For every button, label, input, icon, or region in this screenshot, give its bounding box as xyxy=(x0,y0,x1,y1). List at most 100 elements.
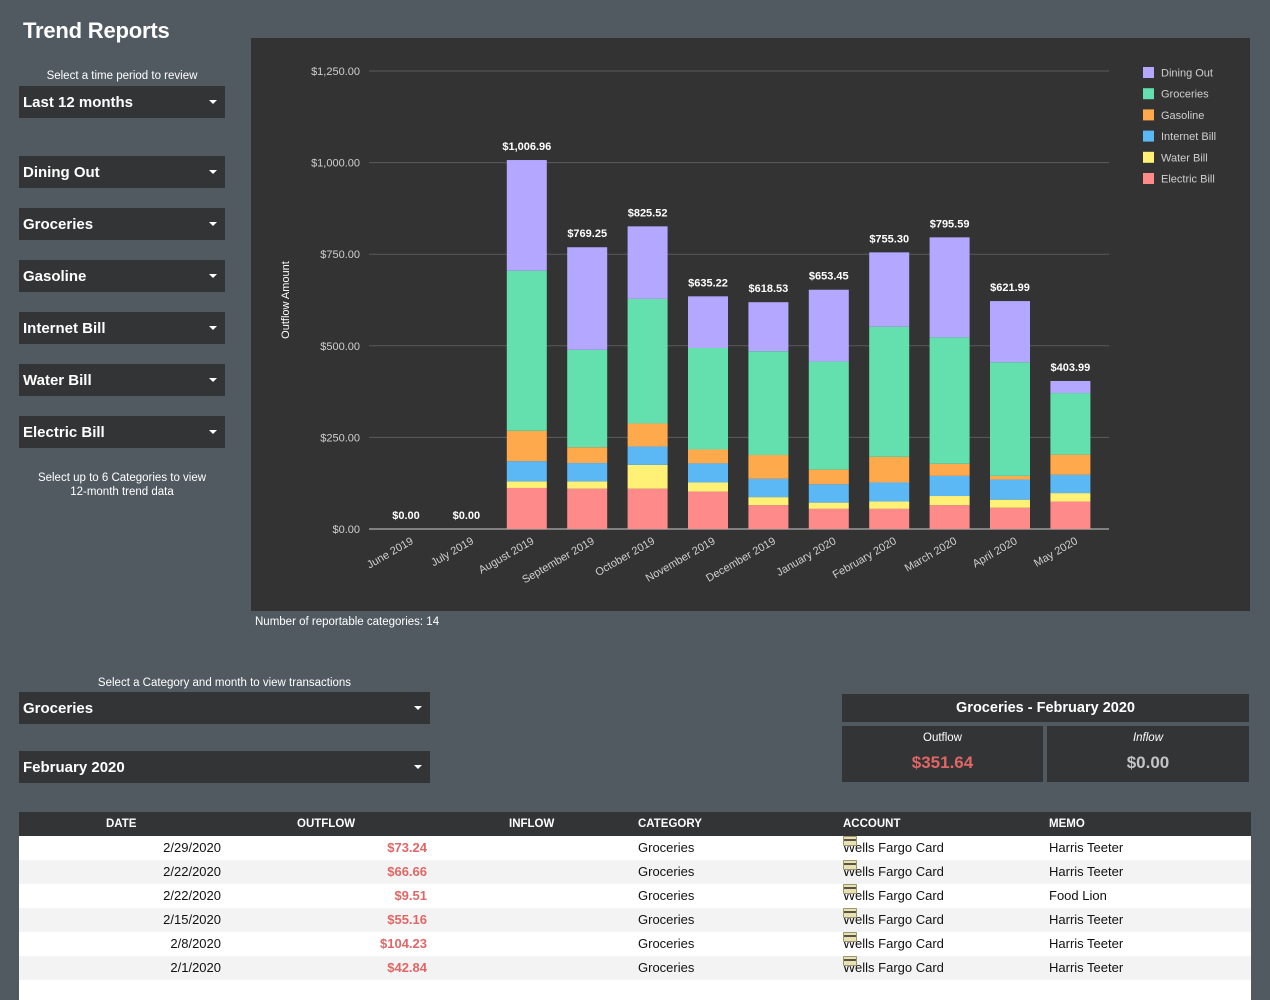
bar-segment xyxy=(506,487,547,529)
bar-total-label: $795.59 xyxy=(930,218,970,230)
category-select-2[interactable]: Groceries xyxy=(19,208,225,240)
col-category: CATEGORY xyxy=(638,818,702,830)
cell-outflow: $55.16 xyxy=(387,912,427,927)
category-select-6[interactable]: Electric Bill xyxy=(19,416,225,448)
bar-segment xyxy=(869,501,910,509)
tx-category-select[interactable]: Groceries xyxy=(19,692,430,724)
bar-segment xyxy=(748,302,789,352)
cell-memo: Harris Teeter xyxy=(1049,840,1124,855)
cell-account: Wells Fargo Card xyxy=(843,956,944,980)
bar-segment xyxy=(869,252,910,327)
category-select-1[interactable]: Dining Out xyxy=(19,156,225,188)
tx-filter-label: Select a Category and month to view tran… xyxy=(97,677,352,689)
bar-segment xyxy=(808,289,849,362)
credit-card-icon xyxy=(843,860,857,870)
category-select-5[interactable]: Water Bill xyxy=(19,364,225,396)
period-select[interactable]: Last 12 months xyxy=(19,86,225,118)
account-name: Wells Fargo Card xyxy=(843,936,944,951)
bar-segment xyxy=(688,463,728,483)
tx-category-select-value: Groceries xyxy=(23,699,94,717)
bar-segment xyxy=(929,337,970,464)
legend-label: Gasoline xyxy=(1161,110,1204,122)
bar-segment xyxy=(1050,454,1091,475)
category-select-value: Water Bill xyxy=(23,371,92,389)
bar-segment xyxy=(929,237,970,338)
bar-segment xyxy=(990,479,1030,500)
chevron-down-icon xyxy=(209,326,217,330)
table-row[interactable]: 2/22/2020 $9.51 Groceries Wells Fargo Card F… xyxy=(19,884,1251,908)
bar-segment xyxy=(627,226,668,299)
cell-date: 2/22/2020 xyxy=(163,864,221,879)
bar-segment xyxy=(567,349,608,448)
bar-total-label: $653.45 xyxy=(809,271,849,283)
legend-label: Groceries xyxy=(1161,89,1209,101)
cell-date: 2/29/2020 xyxy=(163,840,221,855)
legend-swatch xyxy=(1143,130,1154,142)
chevron-down-icon xyxy=(209,274,217,278)
bar-segment xyxy=(688,449,728,464)
y-axis-label: Outflow Amount xyxy=(280,261,292,339)
bar-total-label: $825.52 xyxy=(628,207,668,219)
bar-segment xyxy=(990,475,1030,480)
account-name: Wells Fargo Card xyxy=(843,888,944,903)
bar-segment xyxy=(1050,493,1091,502)
chevron-down-icon xyxy=(209,222,217,226)
account-name: Wells Fargo Card xyxy=(843,864,944,879)
x-tick-label: April 2020 xyxy=(971,535,1020,570)
bar-total-label: $618.53 xyxy=(749,283,789,295)
summary-outflow-value: $351.64 xyxy=(911,753,974,772)
credit-card-icon xyxy=(843,932,857,942)
bar-segment xyxy=(748,478,789,498)
bar-segment xyxy=(990,362,1030,476)
bar-segment xyxy=(808,502,849,509)
bar-total-label: $403.99 xyxy=(1051,362,1091,374)
bar-segment xyxy=(808,508,849,529)
bar-segment xyxy=(929,496,970,506)
category-hint-line-1: Select up to 6 Categories to view xyxy=(37,472,207,484)
summary-title: Groceries - February 2020 xyxy=(842,694,1249,722)
bar-total-label: $0.00 xyxy=(453,510,481,522)
category-select-3[interactable]: Gasoline xyxy=(19,260,225,292)
credit-card-icon xyxy=(843,908,857,918)
bar-segment xyxy=(567,488,608,529)
bar-segment xyxy=(808,484,849,503)
col-date: DATE xyxy=(106,818,137,830)
category-select-value: Gasoline xyxy=(23,267,87,285)
bar-segment xyxy=(567,447,608,464)
bar-segment xyxy=(688,347,728,450)
cell-category: Groceries xyxy=(638,864,695,879)
table-row[interactable]: 2/22/2020 $66.66 Groceries Wells Fargo Card… xyxy=(19,860,1251,884)
cell-date: 2/8/2020 xyxy=(170,936,221,951)
tx-month-select[interactable]: February 2020 xyxy=(19,751,430,783)
table-row[interactable]: 2/29/2020 $73.24 Groceries Wells Fargo Card… xyxy=(19,836,1251,860)
chevron-down-icon xyxy=(414,765,422,769)
account-name: Wells Fargo Card xyxy=(843,840,944,855)
bar-segment xyxy=(808,469,849,485)
table-row[interactable]: 2/15/2020 $55.16 Groceries Wells Fargo Card… xyxy=(19,908,1251,932)
category-select-value: Dining Out xyxy=(23,163,100,181)
summary-outflow: Outflow $351.64 xyxy=(842,726,1043,782)
cell-memo: Harris Teeter xyxy=(1049,912,1124,927)
category-select-4[interactable]: Internet Bill xyxy=(19,312,225,344)
page-title: Trend Reports xyxy=(23,18,170,43)
cell-outflow: $73.24 xyxy=(387,840,427,855)
category-select-value: Groceries xyxy=(23,215,94,233)
table-header: DATE OUTFLOW INFLOW CATEGORY ACCOUNT MEM… xyxy=(19,812,1251,836)
legend-label: Electric Bill xyxy=(1161,174,1215,186)
cell-category: Groceries xyxy=(638,840,695,855)
bar-segment xyxy=(1050,393,1091,455)
bar-segment xyxy=(567,463,608,482)
cell-account: Wells Fargo Card xyxy=(843,932,944,956)
bar-segment xyxy=(567,481,608,489)
table-row[interactable]: 2/1/2020 $42.84 Groceries Wells Fargo Card H… xyxy=(19,956,1251,980)
bar-segment xyxy=(1050,474,1091,494)
chevron-down-icon xyxy=(209,430,217,434)
bar-segment xyxy=(627,446,668,465)
bar-segment xyxy=(567,247,608,350)
y-tick-label: $250.00 xyxy=(320,432,360,444)
y-tick-label: $0.00 xyxy=(332,524,360,536)
summary-inflow-value: $0.00 xyxy=(1126,753,1170,772)
bar-segment xyxy=(688,482,728,492)
account-name: Wells Fargo Card xyxy=(843,960,944,975)
table-row[interactable]: 2/8/2020 $104.23 Groceries Wells Fargo Card… xyxy=(19,932,1251,956)
